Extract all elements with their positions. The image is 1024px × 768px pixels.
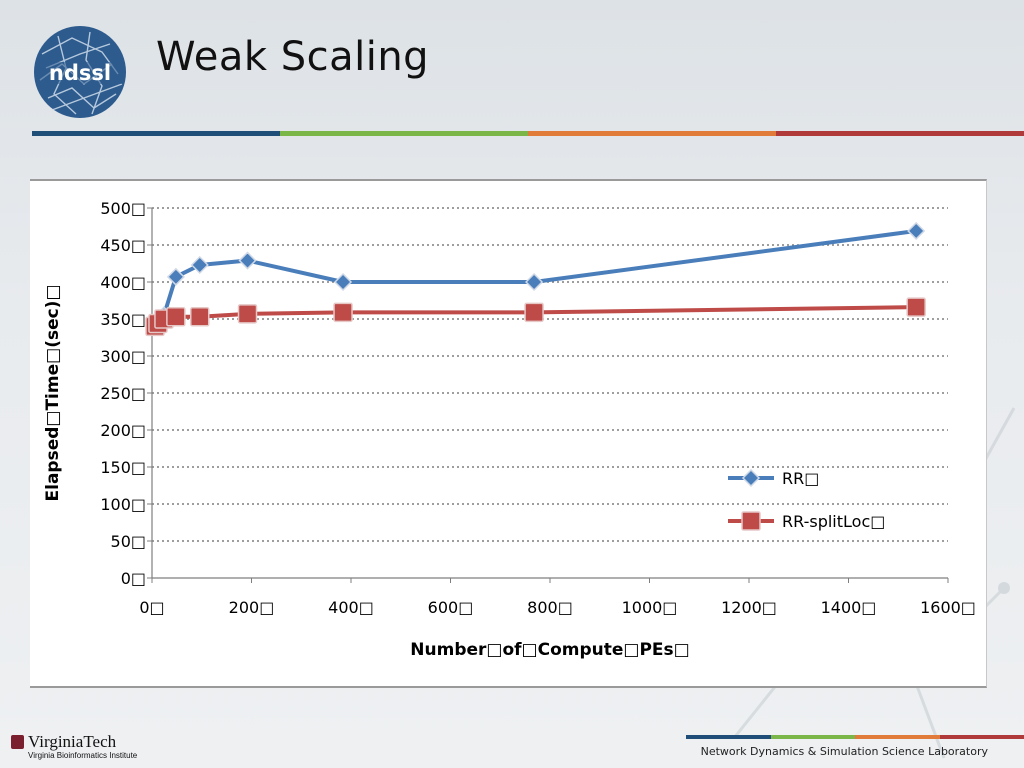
rule-seg-orange (528, 131, 776, 136)
x-tick-label: 1400□ (821, 598, 877, 617)
data-point-series-2 (237, 304, 258, 324)
x-tick-label: 0□ (139, 598, 164, 617)
legend-marker-1 (741, 468, 761, 488)
x-tick-label: 1200□ (721, 598, 777, 617)
data-point-series-1 (238, 251, 257, 270)
x-tick-label: 400□ (328, 598, 374, 617)
rule-seg-red (776, 131, 1024, 136)
y-tick-label: 200□ (100, 421, 146, 440)
ndssl-logo: ndssl (34, 26, 126, 118)
y-tick-label: 400□ (100, 273, 146, 292)
footer-rule-seg-orange (855, 735, 940, 739)
weak-scaling-chart: 0□ 50□ 100□ 150□ 200□ 250□ 300□ 350□ 400□ 450□ 500… (43, 199, 976, 660)
x-tick-label: 200□ (229, 598, 275, 617)
y-tick-label: 100□ (100, 495, 146, 514)
legend-marker-2 (741, 511, 761, 531)
y-tick-label: 350□ (100, 310, 146, 329)
y-tick-label: 150□ (100, 458, 146, 477)
x-tick-label: 1600□ (920, 598, 976, 617)
y-tick-label: 500□ (100, 199, 146, 218)
data-point-series-2 (906, 297, 926, 317)
title-rule (32, 131, 1024, 136)
legend-label-1: RR□ (782, 469, 819, 488)
footer-institution: VirginiaTech (28, 732, 117, 751)
footer-lab-name: Network Dynamics & Simulation Science La… (700, 745, 988, 758)
data-point-series-2 (190, 307, 210, 327)
y-tick-label: 300□ (100, 347, 146, 366)
y-tick-label: 50□ (111, 532, 146, 551)
data-point-series-2 (333, 302, 353, 323)
slide-title: Weak Scaling (156, 34, 430, 80)
legend-label-2: RR-splitLoc□ (782, 512, 885, 531)
data-point-series-2 (166, 307, 186, 327)
y-axis-label: Elapsed□Time□(sec)□ (43, 284, 63, 501)
y-tick-label: 0□ (121, 569, 146, 588)
rule-seg-green (280, 131, 528, 136)
logo-text: ndssl (49, 61, 111, 85)
data-point-series-2 (524, 302, 544, 323)
data-point-series-1 (907, 221, 926, 241)
x-tick-label: 600□ (428, 598, 474, 617)
footer-rule-seg-green (770, 735, 855, 739)
footer-rule (686, 735, 1024, 739)
data-point-series-1 (190, 255, 209, 275)
data-point-series-1 (525, 272, 544, 292)
x-tick-label: 1000□ (622, 598, 678, 617)
data-point-series-1 (166, 267, 185, 286)
y-tick-label: 450□ (100, 236, 146, 255)
chart-panel: 0□ 50□ 100□ 150□ 200□ 250□ 300□ 350□ 400□ 450□ 500… (30, 179, 987, 688)
rule-seg-blue (32, 131, 280, 136)
footer-rule-seg-red (939, 735, 1024, 739)
footer-rule-seg-blue (686, 735, 771, 739)
y-tick-label: 250□ (100, 384, 146, 403)
x-tick-label: 800□ (527, 598, 573, 617)
virginia-tech-shield-icon (11, 735, 24, 749)
footer-institute: Virginia Bioinformatics Institute (28, 751, 138, 760)
data-point-series-1 (333, 272, 353, 292)
x-axis-label: Number□of□Compute□PEs□ (410, 640, 689, 660)
